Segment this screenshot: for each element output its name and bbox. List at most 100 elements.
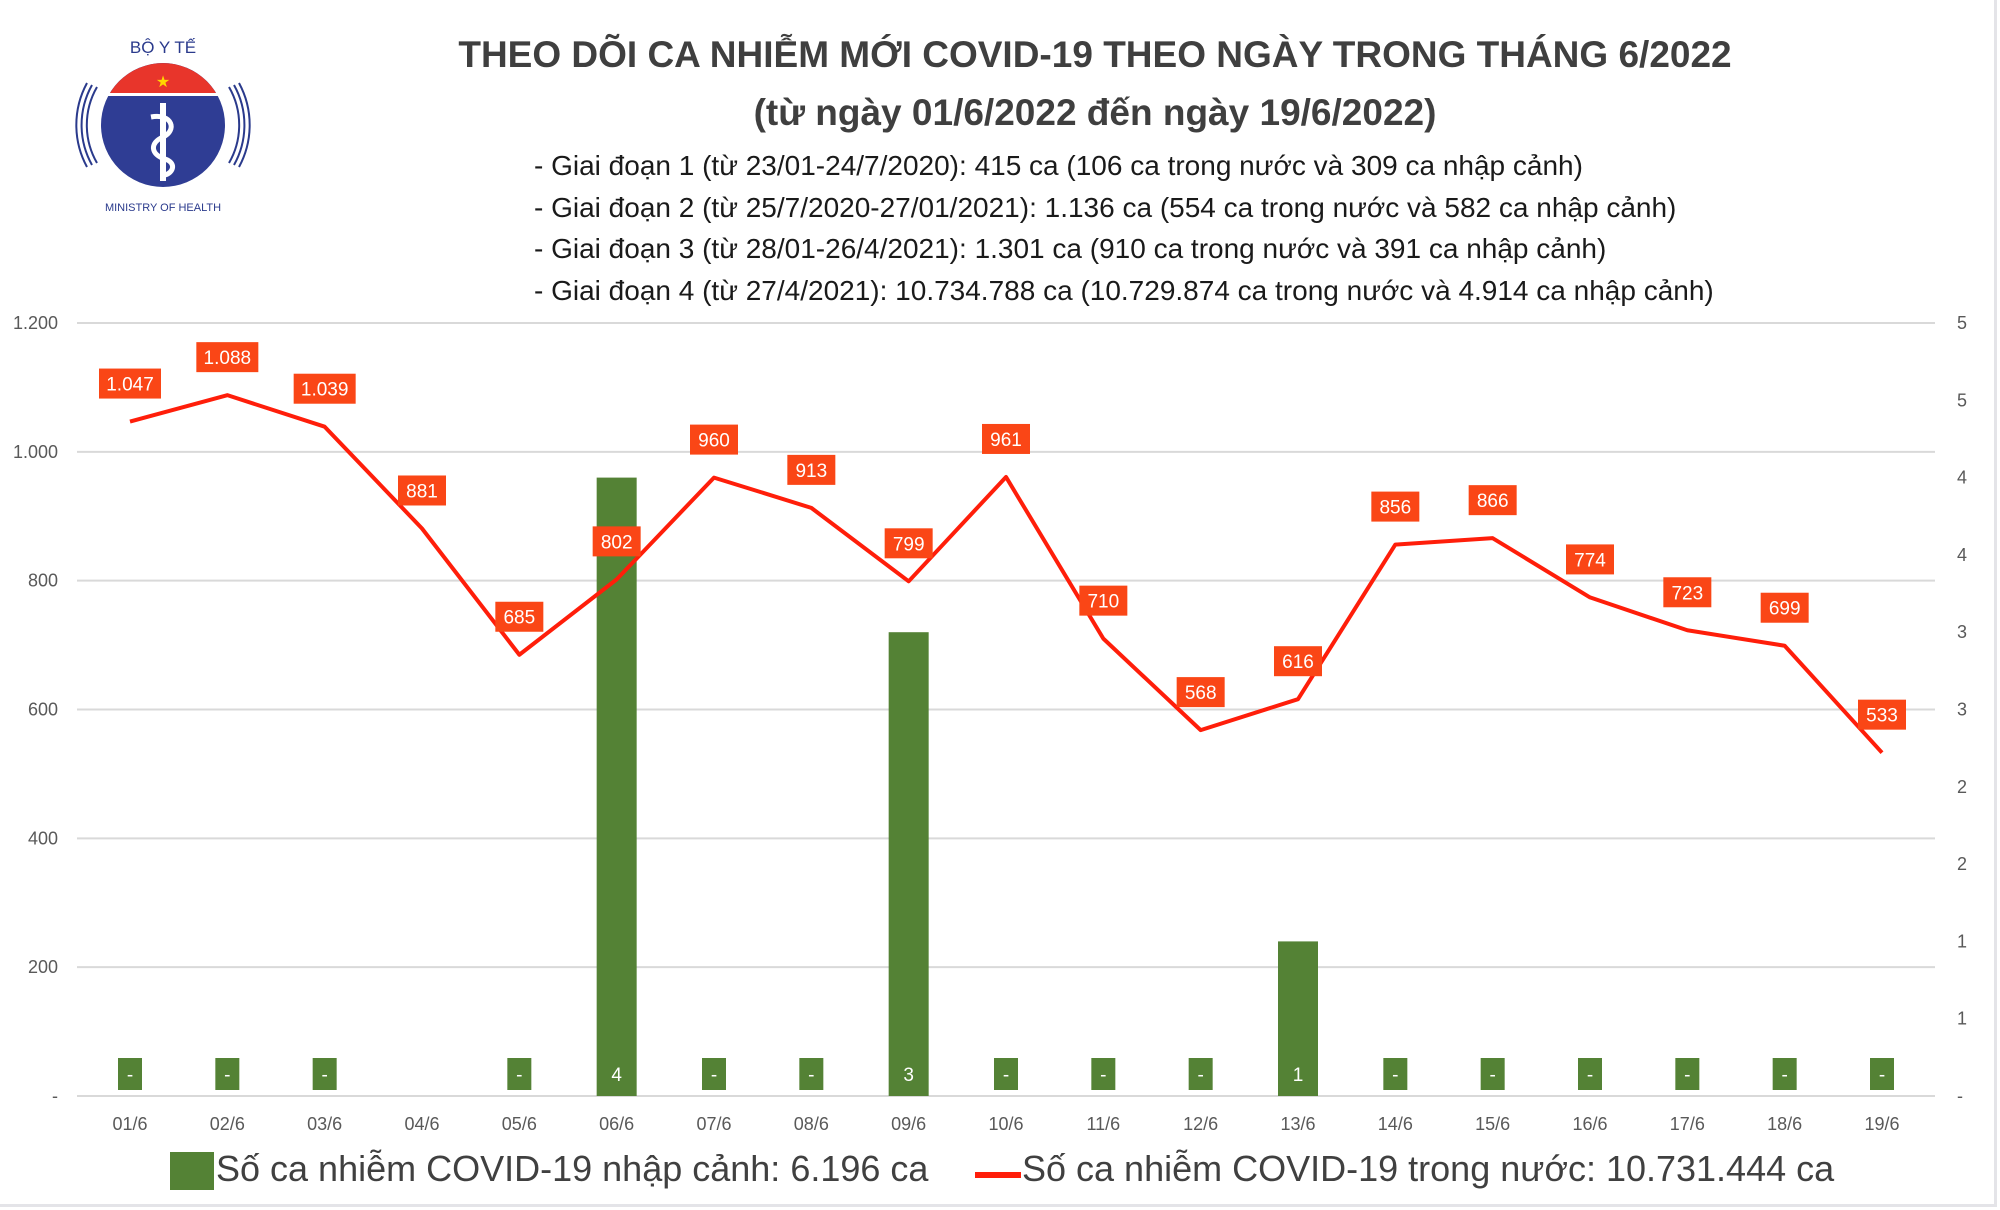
line-data-label: 685 xyxy=(503,608,535,629)
x-tick-label: 07/6 xyxy=(696,1114,731,1134)
bar-series: - - - - 4 - - 3 - - - 1 - - - - - - xyxy=(118,477,1894,1097)
right-tick-label: 1 xyxy=(1957,1009,1967,1029)
bar-zero-marker xyxy=(1091,1058,1116,1090)
bar-zero-marker xyxy=(799,1058,824,1090)
bar-data-label: - xyxy=(1490,1065,1496,1086)
bar-zero-marker xyxy=(702,1058,726,1090)
left-tick-label: 800 xyxy=(28,571,58,591)
svg-text:★: ★ xyxy=(156,74,170,91)
x-tick-label: 13/6 xyxy=(1280,1114,1315,1134)
bar-zero-marker xyxy=(1870,1058,1894,1090)
line-label-box xyxy=(1274,646,1322,677)
right-axis: 5 5 4 4 3 3 2 2 1 1 - xyxy=(1957,313,1967,1106)
left-axis: 1.200 1.000 800 600 400 200 - xyxy=(13,313,58,1106)
note-phase-1: - Giai đoạn 1 (từ 23/01-24/7/2020): 415 … xyxy=(534,150,1583,181)
bar-zero-marker xyxy=(507,1058,532,1090)
left-tick-label: - xyxy=(52,1086,58,1106)
bar-data-label: - xyxy=(1684,1065,1690,1086)
line-data-label: 960 xyxy=(698,431,730,452)
right-tick-label: 5 xyxy=(1957,313,1967,333)
bar-zero-marker xyxy=(1578,1058,1602,1090)
line-label-box xyxy=(1468,485,1517,516)
line-label-box xyxy=(982,423,1030,454)
logo-top-text: BỘ Y TẾ xyxy=(130,38,196,57)
x-tick-label: 11/6 xyxy=(1086,1114,1120,1134)
line-label-box xyxy=(293,373,356,404)
line-data-label: 1.047 xyxy=(106,375,154,396)
x-tick-label: 19/6 xyxy=(1864,1114,1899,1134)
line-data-label: 699 xyxy=(1769,599,1801,620)
line-label-box xyxy=(99,368,161,399)
bar xyxy=(888,632,929,1096)
right-tick-label: 1 xyxy=(1957,931,1967,951)
bar-zero-marker xyxy=(118,1058,142,1090)
x-tick-label: 18/6 xyxy=(1767,1114,1802,1134)
note-phase-3: - Giai đoạn 3 (từ 28/01-26/4/2021): 1.30… xyxy=(534,233,1607,264)
bar-data-label: - xyxy=(127,1065,133,1086)
left-tick-label: 400 xyxy=(28,828,58,848)
line-label-box xyxy=(1663,577,1712,608)
x-tick-label: 09/6 xyxy=(891,1114,926,1134)
bar-data-label: - xyxy=(1587,1065,1593,1086)
left-tick-label: 600 xyxy=(28,700,58,720)
x-tick-label: 06/6 xyxy=(599,1114,634,1134)
bar-data-label: - xyxy=(1782,1065,1788,1086)
bar-data-label: 3 xyxy=(903,1065,914,1086)
bar-data-label: - xyxy=(711,1065,717,1086)
bar-data-label: - xyxy=(1198,1065,1204,1086)
legend-line-swatch xyxy=(975,1172,1021,1178)
x-tick-label: 17/6 xyxy=(1670,1114,1705,1134)
line-label-box xyxy=(690,424,738,455)
line-label-box xyxy=(196,342,259,373)
right-tick-label: - xyxy=(1957,1086,1963,1106)
line-label-box xyxy=(1371,491,1420,522)
line-data-label: 961 xyxy=(990,430,1022,451)
line-data-label: 774 xyxy=(1574,550,1606,571)
legend-bar-swatch xyxy=(170,1152,214,1190)
bar-data-label: 4 xyxy=(611,1065,622,1086)
right-tick-label: 3 xyxy=(1957,700,1967,720)
bar xyxy=(1278,941,1318,1096)
right-tick-label: 2 xyxy=(1957,854,1967,874)
line-label-box xyxy=(398,475,446,506)
right-tick-label: 5 xyxy=(1957,390,1967,410)
line-data-label: 802 xyxy=(601,532,633,553)
bar-zero-marker xyxy=(312,1058,337,1090)
line-label-box xyxy=(495,601,544,632)
left-tick-label: 1.200 xyxy=(13,313,58,333)
bar-data-label: - xyxy=(1003,1065,1009,1086)
bar-data-label: - xyxy=(322,1065,328,1086)
line-data-label: 881 xyxy=(406,481,438,502)
logo-bottom-text: MINISTRY OF HEALTH xyxy=(105,202,221,214)
line-label-box xyxy=(1566,544,1614,575)
x-tick-label: 10/6 xyxy=(988,1114,1023,1134)
bar xyxy=(596,477,637,1097)
line-data-label: 1.088 xyxy=(204,348,252,369)
right-tick-label: 4 xyxy=(1957,468,1967,488)
line-data-label: 616 xyxy=(1282,652,1314,673)
x-tick-label: 01/6 xyxy=(112,1114,147,1134)
chart-title: THEO DÕI CA NHIỄM MỚI COVID-19 THEO NGÀY… xyxy=(458,34,1732,75)
line-data-label: 856 xyxy=(1379,498,1411,519)
x-tick-label: 08/6 xyxy=(794,1114,829,1134)
line-data-label: 710 xyxy=(1087,592,1119,613)
bar-data-label: - xyxy=(1879,1065,1885,1086)
right-tick-label: 3 xyxy=(1957,622,1967,642)
bar-data-label: - xyxy=(1100,1065,1106,1086)
bar-data-label: - xyxy=(516,1065,522,1086)
note-phase-2: - Giai đoạn 2 (từ 25/7/2020-27/01/2021):… xyxy=(534,192,1677,223)
bar-data-label: - xyxy=(224,1065,230,1086)
bar-zero-marker xyxy=(1675,1058,1700,1090)
legend-line-label: Số ca nhiễm COVID-19 trong nước: 10.731.… xyxy=(1022,1148,1835,1189)
bar-data-label: 1 xyxy=(1293,1065,1304,1086)
bar-zero-marker xyxy=(1480,1058,1505,1090)
line-label-box xyxy=(1858,699,1906,730)
x-tick-label: 04/6 xyxy=(404,1114,439,1134)
right-tick-label: 2 xyxy=(1957,777,1967,797)
x-tick-label: 12/6 xyxy=(1183,1114,1218,1134)
line-label-box xyxy=(1079,585,1128,616)
line-data-label: 533 xyxy=(1866,706,1898,727)
legend-bar-label: Số ca nhiễm COVID-19 nhập cảnh: 6.196 ca xyxy=(216,1148,929,1189)
